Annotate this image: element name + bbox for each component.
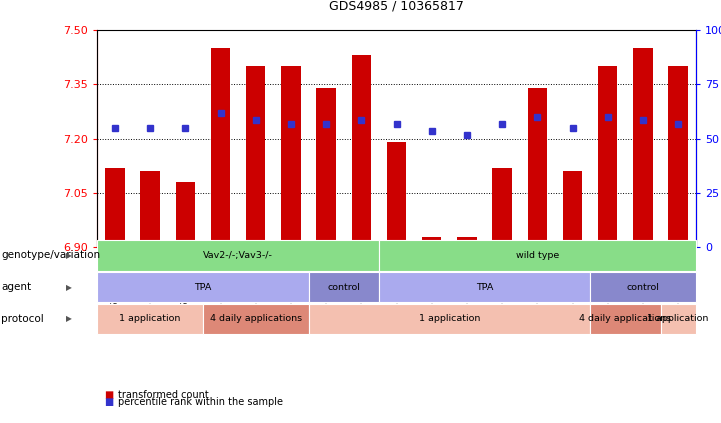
Bar xyxy=(352,55,371,247)
Bar xyxy=(246,66,265,247)
Text: 4 daily applications: 4 daily applications xyxy=(210,314,302,324)
Bar xyxy=(457,236,477,247)
Bar xyxy=(563,171,583,247)
Text: Vav2-/-;Vav3-/-: Vav2-/-;Vav3-/- xyxy=(203,251,273,260)
Bar xyxy=(211,48,230,247)
Text: ▶: ▶ xyxy=(66,283,72,292)
Bar xyxy=(141,171,160,247)
Text: TPA: TPA xyxy=(476,283,493,292)
Text: ▶: ▶ xyxy=(66,314,72,324)
Text: transformed count: transformed count xyxy=(118,390,208,400)
Text: ■: ■ xyxy=(105,390,114,400)
Bar xyxy=(281,66,301,247)
Bar xyxy=(528,88,547,247)
Text: ■: ■ xyxy=(105,397,114,407)
Bar xyxy=(598,66,617,247)
Bar xyxy=(668,66,688,247)
Text: GDS4985 / 10365817: GDS4985 / 10365817 xyxy=(329,0,464,13)
Text: percentile rank within the sample: percentile rank within the sample xyxy=(118,397,283,407)
Text: 4 daily applications: 4 daily applications xyxy=(579,314,671,324)
Text: 1 application: 1 application xyxy=(647,314,709,324)
Text: control: control xyxy=(327,283,360,292)
Bar xyxy=(176,182,195,247)
Text: TPA: TPA xyxy=(194,283,212,292)
Bar xyxy=(105,168,125,247)
Bar xyxy=(317,88,336,247)
Text: 1 application: 1 application xyxy=(120,314,181,324)
Text: wild type: wild type xyxy=(516,251,559,260)
Text: genotype/variation: genotype/variation xyxy=(1,250,100,261)
Bar xyxy=(387,142,406,247)
Text: protocol: protocol xyxy=(1,314,44,324)
Text: control: control xyxy=(627,283,660,292)
Bar xyxy=(633,48,653,247)
Bar xyxy=(422,236,441,247)
Text: agent: agent xyxy=(1,282,32,292)
Text: ▶: ▶ xyxy=(66,251,72,260)
Bar xyxy=(492,168,512,247)
Text: 1 application: 1 application xyxy=(419,314,480,324)
